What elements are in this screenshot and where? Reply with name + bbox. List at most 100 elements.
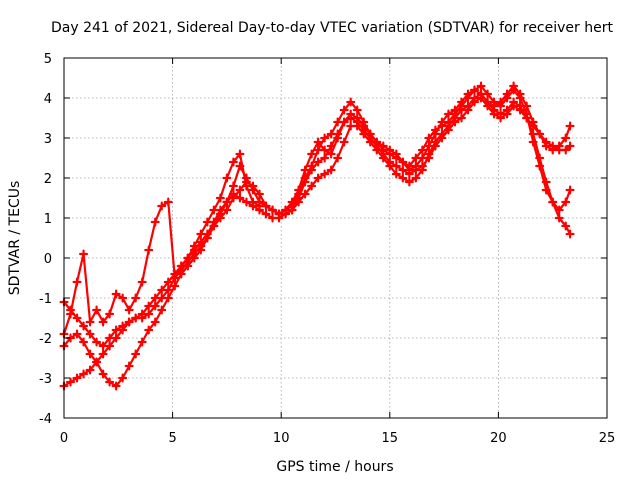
data-point [404, 165, 414, 175]
data-point [535, 161, 545, 171]
data-point [163, 293, 173, 303]
x-tick-label: 0 [60, 431, 68, 446]
data-point [411, 173, 421, 183]
data-point [548, 145, 558, 155]
data-point [235, 185, 245, 195]
data-point [150, 293, 160, 303]
data-point [170, 281, 180, 291]
data-point [359, 121, 369, 131]
data-point [105, 309, 115, 319]
data-point [92, 357, 102, 367]
data-point [131, 293, 141, 303]
data-point [515, 89, 525, 99]
data-point [118, 321, 128, 331]
data-point [554, 213, 564, 223]
data-point [183, 253, 193, 263]
data-point [170, 273, 180, 283]
data-point [417, 145, 427, 155]
data-point [144, 301, 154, 311]
data-point [150, 217, 160, 227]
data-point [79, 321, 89, 331]
data-point [235, 149, 245, 159]
plot-frame [63, 57, 608, 419]
data-point [470, 85, 480, 95]
data-point [561, 133, 571, 143]
data-point [157, 201, 167, 211]
data-point [463, 89, 473, 99]
data-point [163, 197, 173, 207]
data-point [339, 137, 349, 147]
data-point [144, 325, 154, 335]
data-point [72, 329, 82, 339]
data-point [209, 221, 219, 231]
y-tick-label: 1 [44, 212, 52, 227]
data-point [320, 153, 330, 163]
data-point [437, 117, 447, 127]
data-point [118, 293, 128, 303]
data-point [346, 97, 356, 107]
data-point [313, 157, 323, 167]
data-point [522, 101, 532, 111]
data-point [424, 149, 434, 159]
data-point [320, 133, 330, 143]
data-point [209, 205, 219, 215]
data-point [163, 277, 173, 287]
data-point [326, 149, 336, 159]
data-point [176, 269, 186, 279]
x-axis-label: GPS time / hours [276, 459, 393, 475]
data-point [157, 285, 167, 295]
axis-ticks [63, 57, 608, 419]
data-point [565, 141, 575, 151]
data-point [176, 261, 186, 271]
data-point [85, 365, 95, 375]
data-point [66, 377, 76, 387]
data-point [105, 377, 115, 387]
data-point [79, 337, 89, 347]
data-point [372, 137, 382, 147]
data-point [398, 173, 408, 183]
data-point [483, 97, 493, 107]
data-point [111, 325, 121, 335]
data-point [535, 129, 545, 139]
data-point [85, 349, 95, 359]
data-point [241, 181, 251, 191]
data-point [378, 153, 388, 163]
data-point [281, 205, 291, 215]
data-point [137, 309, 147, 319]
data-point [105, 333, 115, 343]
y-axis-label: SDTVAR / TECUs [7, 181, 23, 296]
data-point [202, 233, 212, 243]
data-point [476, 81, 486, 91]
data-point [274, 209, 284, 219]
data-point [346, 109, 356, 119]
data-point [554, 141, 564, 151]
series-track-4 [59, 81, 575, 339]
data-point [131, 313, 141, 323]
data-point [561, 145, 571, 155]
data-point [98, 369, 108, 379]
data-point [430, 137, 440, 147]
data-point [111, 289, 121, 299]
x-tick-label: 25 [599, 431, 616, 446]
data-point [541, 185, 551, 195]
data-point [411, 161, 421, 171]
data-point [79, 369, 89, 379]
data-point [124, 317, 134, 327]
data-point [287, 197, 297, 207]
data-point [300, 165, 310, 175]
data-point [424, 141, 434, 151]
data-point [385, 161, 395, 171]
data-point [391, 149, 401, 159]
data-point [196, 229, 206, 239]
data-point [261, 201, 271, 211]
y-tick-label: 5 [44, 52, 52, 67]
data-point [404, 177, 414, 187]
data-point [268, 205, 278, 215]
data-point [294, 185, 304, 195]
data-point [489, 101, 499, 111]
data-point [320, 169, 330, 179]
data-point [66, 309, 76, 319]
data-point [541, 141, 551, 151]
data-point [307, 149, 317, 159]
data-point [79, 249, 89, 259]
